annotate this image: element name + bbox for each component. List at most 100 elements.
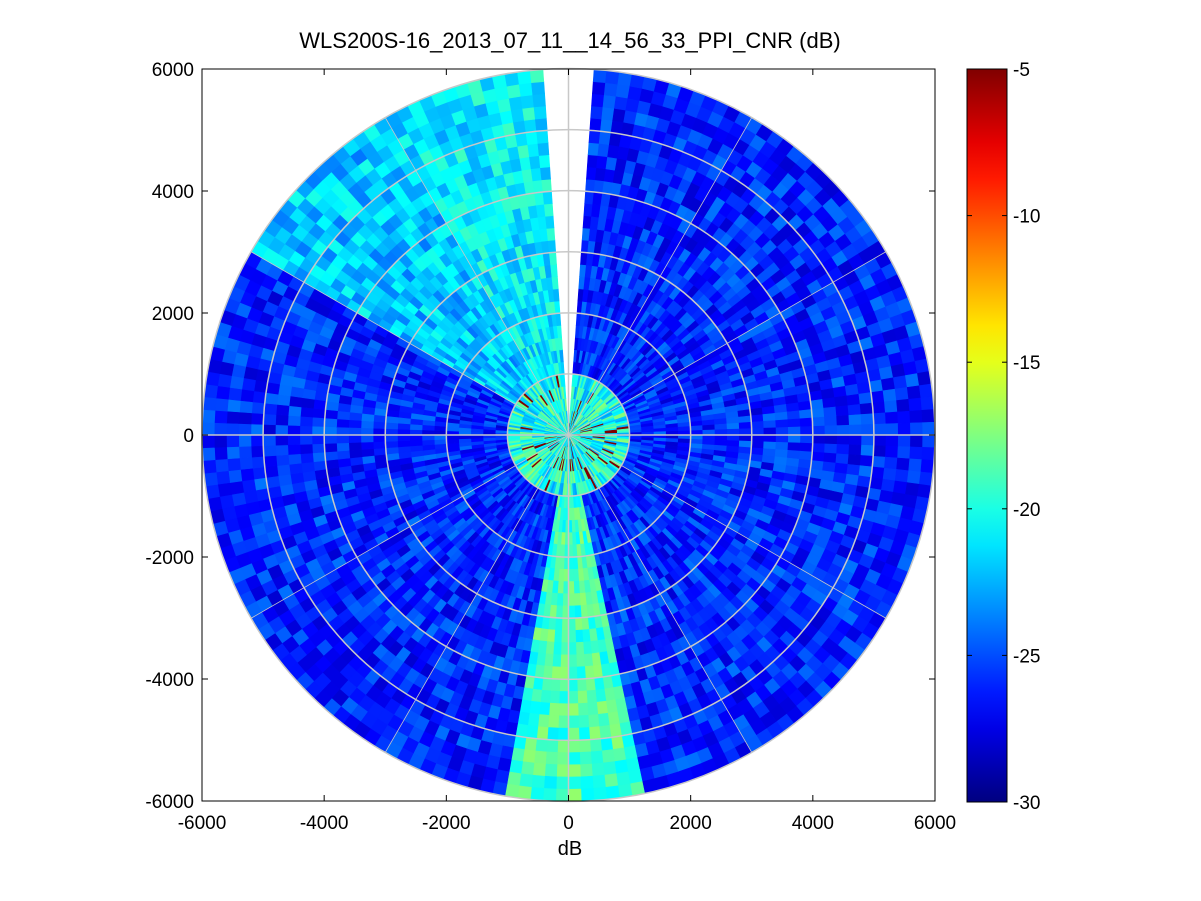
ppi-cell xyxy=(213,422,227,436)
ppi-cell xyxy=(274,434,288,446)
ppi-cell xyxy=(586,689,597,704)
ppi-cell xyxy=(897,434,911,448)
ppi-cell xyxy=(905,482,920,497)
ppi-cell xyxy=(348,419,362,429)
ppi-cell xyxy=(250,434,264,447)
ppi-cell xyxy=(287,444,301,455)
ppi-cell xyxy=(835,453,850,465)
ppi-cell xyxy=(607,711,620,726)
ppi-cell xyxy=(597,712,610,727)
ppi-cell xyxy=(548,702,560,717)
ppi-cell xyxy=(859,455,874,468)
ppi-cell xyxy=(543,775,557,790)
ppi-cell xyxy=(553,629,562,643)
ppi-cell xyxy=(239,456,253,470)
ppi-cell xyxy=(873,434,887,447)
ppi-cell xyxy=(859,402,874,415)
ppi-cell xyxy=(203,383,218,399)
ppi-cell xyxy=(226,434,240,448)
ppi-cell xyxy=(870,466,885,480)
ppi-cell xyxy=(275,414,289,426)
ppi-cell xyxy=(590,750,604,765)
ppi-cell xyxy=(812,434,826,445)
ppi-cell xyxy=(799,409,813,420)
ppi-cell xyxy=(589,117,603,132)
ppi-cell xyxy=(534,738,548,753)
ppi-cell xyxy=(921,409,936,423)
ppi-cell xyxy=(360,427,374,436)
ppi-cell xyxy=(568,776,582,790)
ppi-cell xyxy=(238,411,252,425)
ppi-cell xyxy=(506,771,522,787)
ppi-cell xyxy=(203,471,218,487)
ppi-cell xyxy=(920,396,935,411)
ppi-cell xyxy=(615,83,631,99)
ppi-cell xyxy=(799,450,813,461)
ppi-cell xyxy=(726,434,740,442)
ppi-cell xyxy=(576,678,587,692)
ppi-cell xyxy=(550,678,561,692)
ppi-cell xyxy=(882,467,897,482)
ppi-cell xyxy=(884,456,898,470)
ppi-cell xyxy=(811,451,825,463)
ppi-cell xyxy=(568,654,577,668)
ppi-cell xyxy=(557,727,569,741)
ppi-cell xyxy=(873,423,887,436)
ppi-cell xyxy=(324,409,338,420)
ppi-cell xyxy=(336,418,350,428)
ppi-cell xyxy=(714,429,728,436)
ppi-cell xyxy=(601,749,615,764)
ppi-cell xyxy=(589,738,603,753)
ppi-cell xyxy=(568,727,580,741)
ppi-cell xyxy=(836,415,850,426)
ppi-cell xyxy=(763,434,777,443)
ppi-cell xyxy=(860,413,875,426)
ppi-cell xyxy=(882,388,897,403)
ppi-cell xyxy=(336,426,350,436)
ppi-cell xyxy=(750,441,765,449)
ppi-cell xyxy=(580,788,595,802)
ppi-cell xyxy=(726,416,740,425)
ppi-cell xyxy=(582,641,592,655)
ppi-cell xyxy=(529,787,545,801)
ppi-cell xyxy=(811,416,826,427)
ppi-cell xyxy=(558,703,569,717)
ppi-cell xyxy=(568,568,574,582)
ppi-cell xyxy=(738,440,752,449)
ppi-cell xyxy=(591,652,602,667)
ppi-cell xyxy=(568,752,581,766)
ppi-cell xyxy=(824,425,838,436)
ppi-cell xyxy=(421,429,435,436)
ppi-cell xyxy=(614,759,629,775)
ppi-cell xyxy=(446,438,460,444)
ppi-cell xyxy=(799,417,813,428)
ppi-cell xyxy=(263,455,278,468)
ppi-cell xyxy=(562,581,569,595)
ppi-cell xyxy=(908,397,923,412)
ppi-cell xyxy=(311,434,325,445)
ppi-cell xyxy=(324,417,338,428)
ppi-cell xyxy=(568,642,577,656)
ppi-cell xyxy=(409,429,423,436)
ppi-cell xyxy=(572,544,578,558)
ppi-cell xyxy=(823,406,837,418)
ppi-cell xyxy=(605,70,620,85)
ppi-cell xyxy=(738,415,752,424)
ppi-cell xyxy=(311,443,326,454)
ppi-cell xyxy=(750,421,765,429)
ppi-cell xyxy=(572,556,579,570)
ppi-cell xyxy=(580,775,594,790)
ppi-cell xyxy=(275,444,289,456)
ppi-cell xyxy=(811,443,826,454)
ppi-cell xyxy=(751,434,765,443)
ppi-cell xyxy=(555,788,569,802)
ppi-cell xyxy=(360,448,375,458)
ppi-cell xyxy=(581,629,591,643)
ppi-cell xyxy=(593,676,605,691)
ppi-cell xyxy=(397,440,411,448)
ppi-cell xyxy=(568,703,579,717)
ppi-cell xyxy=(251,401,266,415)
ppi-cell xyxy=(561,605,569,619)
ppi-cell xyxy=(836,444,850,455)
ppi-cell xyxy=(600,118,614,133)
